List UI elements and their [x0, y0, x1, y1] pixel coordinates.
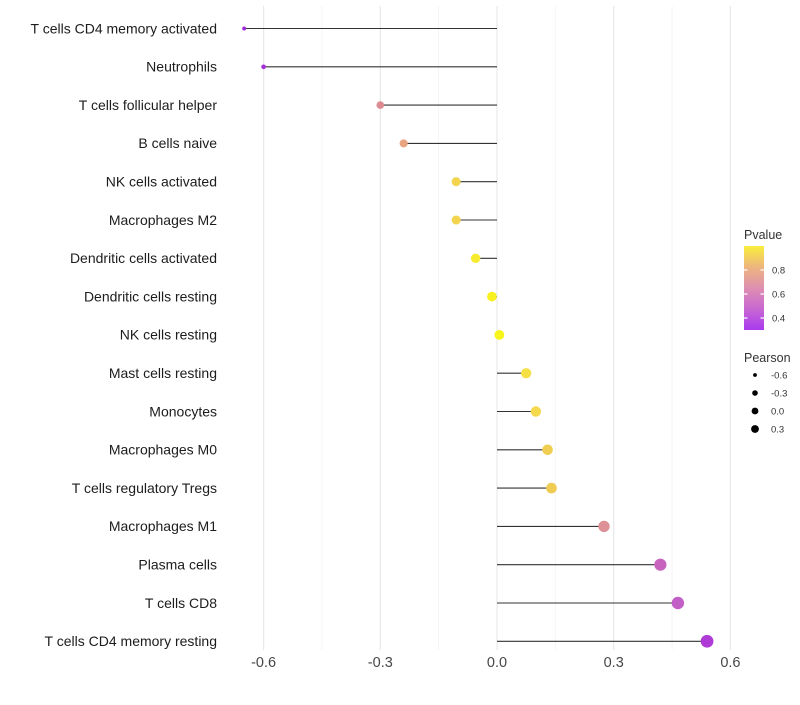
x-tick-label: 0.6 — [720, 655, 740, 671]
pvalue-tick-label: 0.4 — [772, 314, 785, 325]
pearson-legend-dot — [751, 425, 759, 433]
lollipop-dot — [487, 291, 497, 302]
category-label: T cells CD8 — [145, 595, 217, 611]
x-tick-label: -0.6 — [251, 655, 276, 671]
pvalue-gradient-bar — [744, 246, 764, 330]
lollipop-dot — [542, 444, 553, 456]
lollipop-dot — [494, 329, 505, 340]
lollipop-dot — [451, 215, 461, 225]
pvalue-legend: Pvalue 0.8 0.6 0.4 — [744, 228, 785, 330]
lollipop-dot — [671, 596, 685, 610]
category-label: Macrophages M0 — [109, 442, 217, 458]
pearson-legend-label: 0.0 — [771, 407, 784, 418]
category-label: Monocytes — [149, 403, 217, 419]
lollipop-dot — [242, 26, 247, 31]
lollipop-dot — [470, 253, 481, 264]
pearson-legend: Pearson -0.6 -0.3 0.0 0.3 — [744, 351, 791, 436]
gridlines — [263, 6, 732, 650]
category-label: T cells regulatory Tregs — [72, 480, 217, 496]
pearson-legend-dot — [752, 390, 758, 396]
lollipop-dot — [598, 520, 610, 533]
category-label: Neutrophils — [146, 59, 217, 75]
category-label: NK cells activated — [106, 174, 217, 190]
category-label: T cells CD4 memory resting — [45, 633, 217, 649]
lollipop-dot — [654, 558, 667, 571]
pearson-legend-label: -0.3 — [771, 389, 787, 400]
lollipop-dot — [700, 634, 714, 648]
category-label: Dendritic cells activated — [70, 250, 217, 266]
x-tick-label: 0.3 — [604, 655, 624, 671]
category-label: B cells naive — [138, 135, 217, 151]
pearson-legend-dot — [751, 407, 759, 415]
pearson-legend-label: 0.3 — [771, 425, 784, 436]
x-tick-label: -0.3 — [368, 655, 393, 671]
lollipop-dot — [376, 101, 385, 109]
x-tick-label: 0.0 — [487, 655, 507, 671]
pearson-legend-label: -0.6 — [771, 371, 787, 382]
lollipop-dots — [242, 26, 714, 648]
category-label: NK cells resting — [120, 327, 217, 343]
lollipop-dot — [546, 482, 557, 494]
pearson-legend-title: Pearson — [744, 351, 791, 365]
category-label: Mast cells resting — [109, 365, 217, 381]
x-axis-tick-labels: -0.6 -0.3 0.0 0.3 0.6 — [251, 655, 740, 671]
lollipop-dot — [451, 177, 461, 187]
category-label: Macrophages M2 — [109, 212, 217, 228]
lollipop-dot — [261, 64, 266, 70]
pearson-legend-dot — [753, 373, 757, 377]
category-label: Dendritic cells resting — [84, 288, 217, 304]
category-label: T cells follicular helper — [79, 97, 218, 113]
pvalue-tick-label: 0.8 — [772, 266, 785, 277]
pvalue-tick-label: 0.6 — [772, 290, 785, 301]
category-label: Macrophages M1 — [109, 518, 217, 534]
lollipop-stems — [244, 27, 708, 642]
lollipop-dot — [521, 368, 532, 379]
category-label: Plasma cells — [138, 557, 217, 573]
pvalue-legend-title: Pvalue — [744, 228, 782, 242]
category-labels: T cells CD4 memory activated Neutrophils T… — [31, 20, 218, 649]
category-label: T cells CD4 memory activated — [31, 20, 217, 36]
lollipop-dot — [399, 139, 408, 148]
lollipop-dot — [530, 406, 542, 417]
